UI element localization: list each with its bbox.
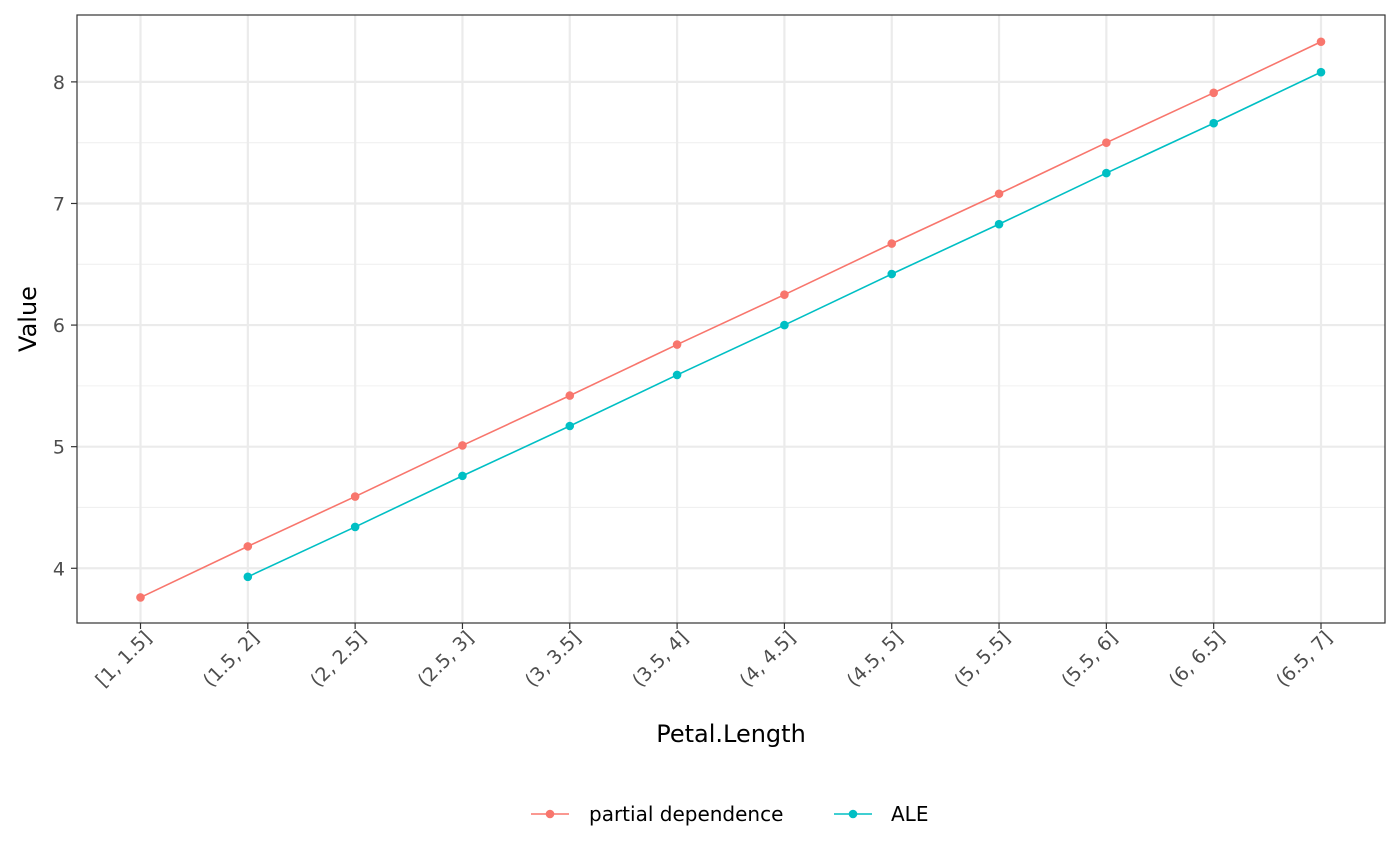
data-point-partial-dependence <box>1209 88 1218 98</box>
data-point-ale <box>350 522 360 532</box>
legend-key-point <box>848 809 858 819</box>
data-point-ale <box>243 572 253 582</box>
data-point-ale <box>1316 67 1326 77</box>
legend-item-ale: ALE <box>834 802 928 826</box>
y-tick-label: 6 <box>53 315 65 337</box>
data-point-partial-dependence <box>672 340 682 349</box>
data-point-ale <box>780 320 789 330</box>
data-point-ale <box>994 219 1004 229</box>
series-ale <box>243 67 1326 582</box>
x-tick-label: (6, 6.5] <box>1165 627 1230 692</box>
grid-lines <box>77 15 1385 623</box>
x-tick-label: (5, 5.5] <box>950 627 1015 692</box>
x-tick-label: (6.5, 7] <box>1272 627 1337 692</box>
data-point-partial-dependence <box>458 441 467 450</box>
data-point-partial-dependence <box>350 492 360 501</box>
data-point-ale <box>565 421 575 431</box>
legend-label: partial dependence <box>589 802 783 826</box>
panel-border <box>76 14 1386 624</box>
y-tick-label: 8 <box>53 72 65 94</box>
data-point-partial-dependence <box>565 391 575 400</box>
y-tick-label: 7 <box>53 193 65 215</box>
y-tick-label: 4 <box>53 558 65 580</box>
x-tick-label: (5.5, 6] <box>1057 627 1122 692</box>
x-tick-label: (1.5, 2] <box>199 627 264 692</box>
x-tick-label: [1, 1.5] <box>92 627 157 692</box>
series-layer <box>136 37 1326 602</box>
x-axis-title: Petal.Length <box>656 720 806 748</box>
series-partial-dependence <box>136 37 1326 602</box>
legend-key-point <box>545 809 555 819</box>
data-point-ale <box>672 370 682 380</box>
data-point-partial-dependence <box>887 239 897 248</box>
x-tick-label: (2.5, 3] <box>413 627 478 692</box>
data-point-partial-dependence <box>1102 138 1111 147</box>
x-tick-label: (3.5, 4] <box>628 627 693 692</box>
legend-item-partial-dependence: partial dependence <box>531 802 783 826</box>
data-point-partial-dependence <box>136 593 145 602</box>
x-tick-label: (3, 3.5] <box>521 627 586 692</box>
data-point-partial-dependence <box>243 542 253 551</box>
data-point-partial-dependence <box>994 189 1004 199</box>
series-line-partial-dependence <box>140 41 1322 599</box>
legend: partial dependence ALE <box>531 802 928 826</box>
data-point-ale <box>1102 168 1111 178</box>
data-point-ale <box>887 269 897 279</box>
legend-label: ALE <box>891 802 928 826</box>
x-tick-label: (4.5, 5] <box>843 627 908 692</box>
data-point-partial-dependence <box>780 290 789 299</box>
data-point-partial-dependence <box>1316 37 1326 47</box>
y-axis-title: Value <box>14 286 42 352</box>
data-point-ale <box>1209 118 1218 128</box>
x-tick-label: (4, 4.5] <box>735 627 800 692</box>
data-point-ale <box>458 471 467 481</box>
x-tick-label: (2, 2.5] <box>306 627 371 692</box>
y-tick-label: 5 <box>53 437 65 459</box>
